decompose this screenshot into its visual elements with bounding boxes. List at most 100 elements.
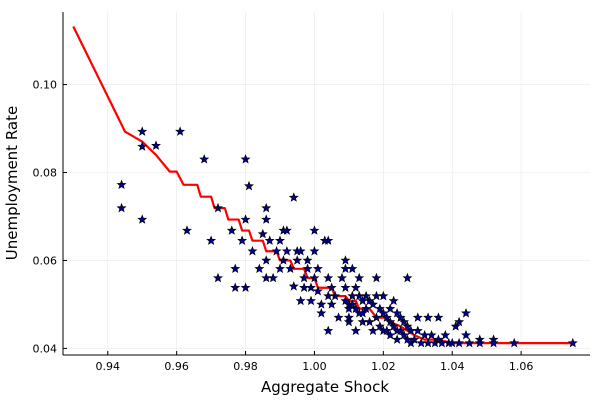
x-tick-label: 1.06 [509, 360, 534, 373]
scatter-point [361, 303, 372, 314]
scatter-point [388, 295, 399, 306]
scatter-point [392, 307, 403, 318]
scatter-point [426, 329, 437, 340]
scatter-point [371, 272, 382, 283]
scatter-point [244, 180, 254, 191]
scatter-point [385, 329, 396, 340]
scatter-point [350, 325, 361, 336]
scatter-point [381, 312, 392, 322]
scatter-point [240, 154, 251, 164]
x-tick-label: 1.00 [302, 360, 327, 373]
scatter-point [464, 337, 475, 348]
scatter-point [264, 235, 275, 245]
x-tick-label: 0.94 [96, 360, 121, 373]
scatter-point [175, 126, 186, 136]
scatter-point [385, 316, 396, 327]
scatter-point [137, 141, 148, 151]
scatter-point [509, 337, 520, 348]
scatter-point [302, 255, 313, 265]
scatter-point [440, 329, 451, 340]
axis-ticks: 0.94 0.96 0.98 1.00 1.02 1.04 1.06 0.04 0.06 0.08… [33, 79, 534, 373]
scatter-point [326, 299, 337, 309]
scatter-point [213, 272, 223, 283]
scatter-point [337, 272, 347, 283]
scatter-point [412, 312, 423, 322]
plot-frame [62, 12, 590, 356]
scatter-point [261, 214, 272, 224]
scatter-point [395, 312, 406, 322]
scatter-point [350, 303, 361, 314]
scatter-point [316, 299, 327, 309]
fit-line-series [72, 26, 573, 345]
scatter-point [378, 290, 389, 301]
scatter-point [306, 282, 316, 292]
grid [63, 12, 590, 355]
scatter-point [454, 316, 465, 327]
scatter-point [402, 321, 413, 331]
scatter-point [288, 281, 299, 291]
scatter-point [340, 255, 351, 265]
scatter-point [281, 245, 292, 256]
scatter-point [254, 263, 265, 274]
scatter-point [364, 316, 375, 327]
scatter-point [137, 126, 148, 136]
scatter-point [388, 321, 399, 331]
scatter-point [399, 316, 409, 327]
scatter-point [461, 307, 471, 318]
scatter-point [230, 263, 241, 274]
scatter-point [323, 235, 334, 245]
scatter-point [433, 312, 444, 322]
scatter-point [116, 179, 127, 190]
scatter-point [281, 225, 292, 235]
scatter-point [137, 214, 148, 224]
scatter-point [409, 334, 420, 344]
scatter-point [423, 312, 434, 322]
scatter-point [240, 214, 251, 224]
scatter-point [368, 299, 378, 309]
x-tick-label: 0.96 [164, 360, 189, 373]
x-tick-label: 1.02 [371, 360, 396, 373]
scatter-point [261, 255, 272, 265]
scatter-point [454, 337, 465, 348]
scatter-point [312, 286, 323, 296]
scatter-point [299, 272, 310, 283]
scatter-point [385, 303, 396, 314]
scatter-point [268, 272, 279, 283]
scatter-point [285, 263, 296, 274]
scatter-point [474, 337, 485, 348]
scatter-point [309, 272, 320, 283]
scatter-point [347, 263, 358, 274]
scatter-point [354, 272, 365, 283]
scatter-point [295, 245, 306, 256]
scatter-point [402, 272, 413, 283]
scatter-point [343, 316, 354, 327]
scatter-point [368, 325, 378, 336]
scatter-point [392, 334, 403, 344]
scatter-point [357, 307, 368, 318]
scatter-point [230, 282, 241, 292]
y-tick-label: 0.10 [33, 79, 58, 92]
x-tick-label: 1.04 [440, 360, 465, 373]
scatter-point [275, 235, 285, 245]
scatter-point [278, 255, 289, 265]
y-axis-label: Unemployment Rate [3, 106, 21, 260]
scatter-point [330, 290, 341, 301]
scatter-point [247, 245, 258, 256]
scatter-point [374, 321, 385, 331]
scatter-point [116, 202, 127, 213]
scatter-point [399, 329, 409, 340]
scatter-point [450, 321, 461, 331]
y-tick-label: 0.06 [33, 254, 58, 267]
scatter-point [323, 272, 334, 283]
scatter-point [240, 282, 251, 292]
scatter-point [381, 325, 392, 336]
scatter-point [488, 337, 499, 348]
scatter-point [295, 295, 306, 306]
scatter-point [257, 228, 268, 239]
scatter-point [461, 329, 471, 340]
scatter-point [275, 263, 285, 274]
scatter-point [567, 337, 578, 348]
scatter-point [151, 140, 161, 150]
